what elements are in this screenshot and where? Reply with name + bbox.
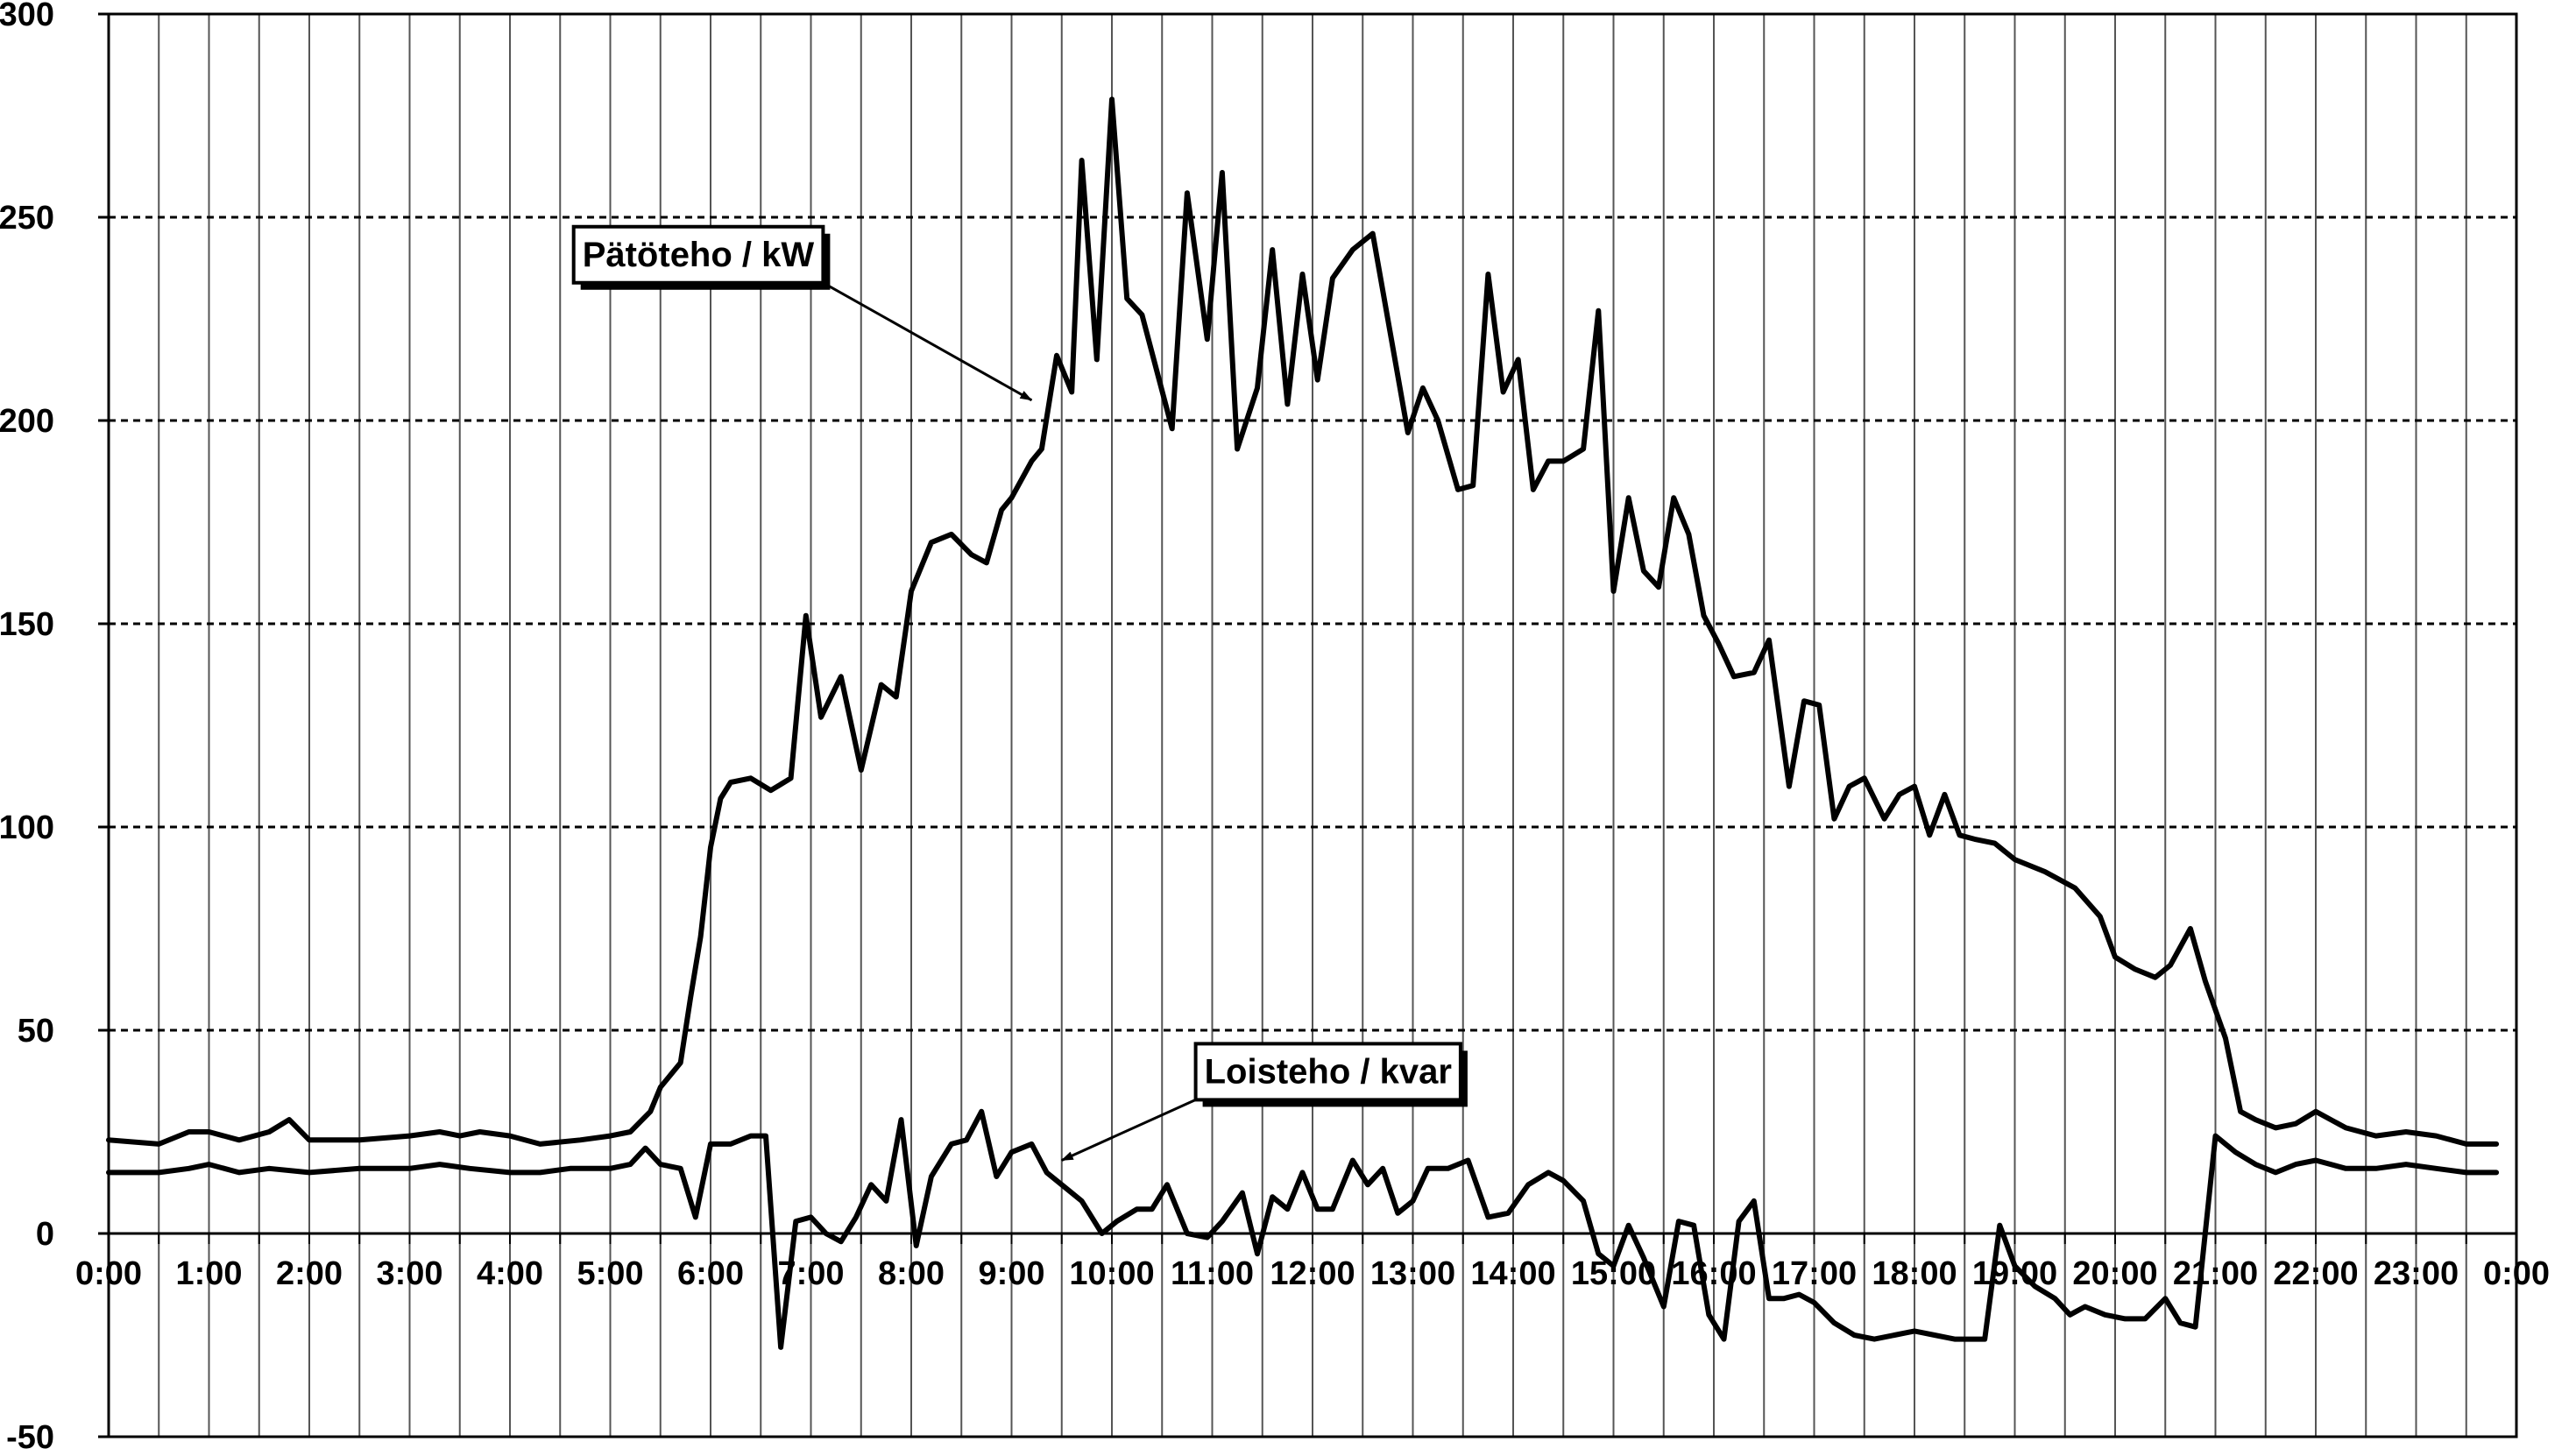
x-tick-label: 19:00	[1972, 1255, 2057, 1292]
grid	[109, 14, 2516, 1437]
x-tick-label: 3:00	[376, 1255, 442, 1292]
x-tick-label: 11:00	[1171, 1255, 1254, 1292]
callout-patoteho: Pätöteho / kW	[571, 224, 1033, 402]
x-tick-label: 0:00	[75, 1255, 142, 1292]
callout-loisteho: Loisteho / kvar	[1060, 1042, 1468, 1162]
callout-box	[1193, 1042, 1462, 1102]
plot-frame	[107, 12, 2518, 1438]
y-tick-label: 0	[36, 1216, 54, 1253]
x-tick-label: 0:00	[2483, 1255, 2550, 1292]
x-tick-label: 22:00	[2273, 1255, 2358, 1292]
y-tick-label: 300	[0, 0, 54, 33]
x-tick-label: 23:00	[2374, 1255, 2459, 1292]
y-tick-label: -50	[6, 1419, 54, 1456]
x-tick-label: 13:00	[1370, 1255, 1455, 1292]
x-tick-label: 10:00	[1069, 1255, 1154, 1292]
x-tick-label: 4:00	[477, 1255, 543, 1292]
y-tick-label: 150	[0, 606, 54, 643]
callout-label: Loisteho / kvar	[1205, 1052, 1452, 1091]
x-tick-label: 8:00	[878, 1255, 945, 1292]
x-tick-label: 6:00	[677, 1255, 744, 1292]
y-tick-label: 200	[0, 403, 54, 440]
x-tick-label: 7:00	[777, 1255, 844, 1292]
axes	[98, 12, 2518, 1438]
x-tick-label: 5:00	[577, 1255, 643, 1292]
x-tick-label: 20:00	[2072, 1255, 2157, 1292]
y-tick-label: 100	[0, 809, 54, 846]
callouts: Pätöteho / kW Loisteho / kvar	[571, 224, 1468, 1162]
x-tick-label: 14:00	[1470, 1255, 1555, 1292]
y-tick-label: 50	[18, 1013, 54, 1050]
series-line-patoteho	[106, 96, 2500, 1147]
x-tick-label: 9:00	[978, 1255, 1044, 1292]
callout-box	[571, 224, 825, 285]
x-tick-label: 16:00	[1671, 1255, 1756, 1292]
x-tick-label: 15:00	[1571, 1255, 1656, 1292]
callout-arrow	[1060, 1099, 1197, 1162]
x-tick-label: 2:00	[276, 1255, 343, 1292]
series-line-loisteho	[106, 1108, 2500, 1350]
y-tick-label: 250	[0, 200, 54, 237]
x-tick-label: 21:00	[2173, 1255, 2258, 1292]
x-tick-label: 17:00	[1772, 1255, 1857, 1292]
x-tick-label: 18:00	[1872, 1255, 1957, 1292]
series-lines	[106, 96, 2500, 1350]
x-tick-label: 1:00	[175, 1255, 242, 1292]
x-tick-label: 12:00	[1270, 1255, 1355, 1292]
callout-label: Pätöteho / kW	[583, 236, 815, 274]
callout-arrow	[822, 281, 1033, 402]
